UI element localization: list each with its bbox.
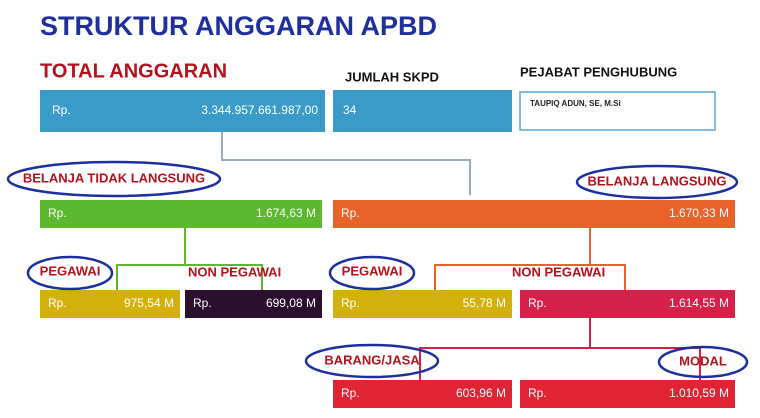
node-currency: Rp.: [341, 296, 360, 310]
total-box: [40, 90, 325, 132]
pejabat-label: PEJABAT PENGHUBUNG: [520, 64, 677, 79]
nodes: Rp. 1.674,63 M BELANJA TIDAK LANGSUNG Rp. 1.…: [6, 160, 749, 408]
node-amount: 1.670,33 M: [669, 206, 729, 220]
node-box: [333, 200, 735, 228]
node-box: [333, 380, 512, 408]
node-amount: 1.010,59 M: [669, 386, 729, 400]
label-ellipse: [657, 345, 749, 379]
node-currency: Rp.: [528, 386, 547, 400]
node-currency: Rp.: [341, 386, 360, 400]
label-ellipse: [575, 164, 739, 200]
node-label: BELANJA LANGSUNG: [588, 173, 727, 188]
node-box: [520, 290, 735, 318]
node-amount: 1.614,55 M: [669, 296, 729, 310]
node-box: [40, 290, 180, 318]
pejabat-value: TAUPIQ ADUN, SE, M.Si: [530, 99, 621, 108]
node-amount: 699,08 M: [266, 296, 316, 310]
node-currency: Rp.: [528, 296, 547, 310]
skpd-value: 34: [343, 103, 357, 117]
node-amount: 1.674,63 M: [256, 206, 316, 220]
node-label: NON PEGAWAI: [188, 264, 281, 279]
label-ellipse: [6, 160, 222, 198]
node-currency: Rp.: [341, 206, 360, 220]
label-ellipse: [328, 255, 416, 291]
node-label: MODAL: [679, 353, 727, 368]
skpd-box: [333, 90, 512, 132]
total-label: TOTAL ANGGARAN: [40, 60, 227, 82]
node-label: PEGAWAI: [40, 263, 101, 278]
node-box: [333, 290, 512, 318]
label-ellipse: [26, 255, 114, 291]
connectors: [116, 132, 701, 380]
pejabat-box: [519, 91, 716, 131]
node-label: BELANJA TIDAK LANGSUNG: [23, 170, 205, 185]
node-box: [40, 200, 322, 228]
label-ellipse: [304, 343, 440, 379]
total-currency: Rp.: [52, 103, 71, 117]
node-amount: 603,96 M: [456, 386, 506, 400]
node-label: PEGAWAI: [342, 263, 403, 278]
node-label: BARANG/JASA: [324, 352, 420, 367]
node-box: [185, 290, 322, 318]
node-label: NON PEGAWAI: [512, 264, 605, 279]
node-currency: Rp.: [48, 296, 67, 310]
node-amount: 55,78 M: [463, 296, 506, 310]
title: STRUKTUR ANGGARAN APBD: [40, 11, 437, 41]
total-amount: 3.344.957.661.987,00: [201, 103, 318, 117]
node-amount: 975,54 M: [124, 296, 174, 310]
node-box: [520, 380, 735, 408]
node-currency: Rp.: [48, 206, 67, 220]
node-currency: Rp.: [193, 296, 212, 310]
skpd-label: JUMLAH SKPD: [345, 69, 439, 84]
